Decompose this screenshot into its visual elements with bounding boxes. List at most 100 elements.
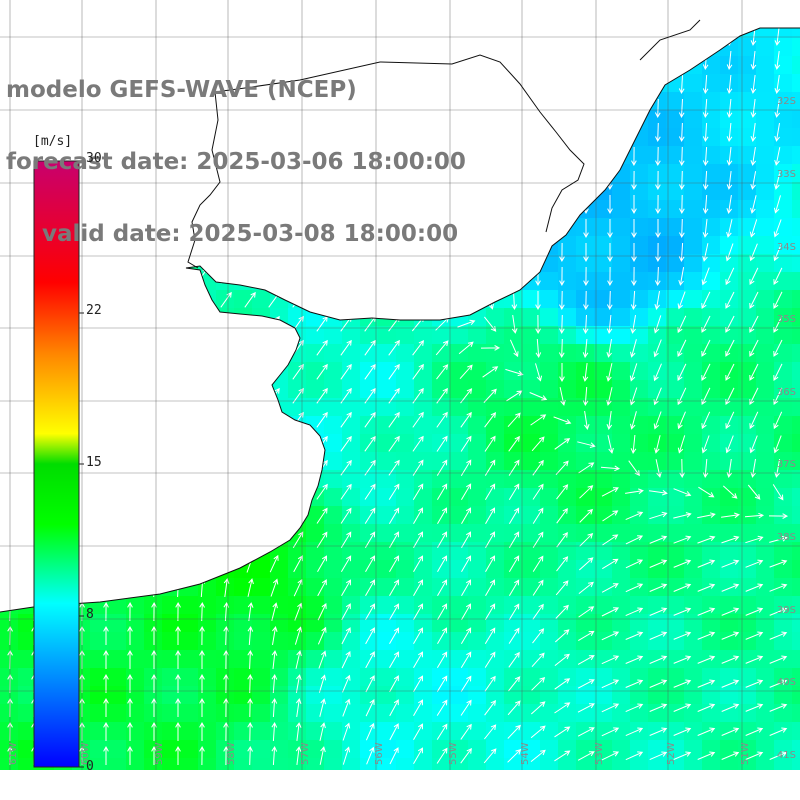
wind-arrow (679, 194, 685, 215)
wind-speed-cell (576, 560, 595, 579)
wind-arrow (127, 649, 133, 669)
wind-speed-cell (180, 686, 199, 705)
wind-speed-cell (342, 470, 361, 489)
wind-speed-cell (684, 704, 703, 723)
wind-speed-cell (792, 506, 800, 525)
wind-speed-cell (792, 218, 800, 237)
wind-arrow (629, 363, 638, 382)
wind-arrow (412, 483, 424, 500)
wind-arrow (532, 628, 545, 644)
wind-speed-cell (18, 686, 37, 705)
wind-arrow (482, 366, 499, 378)
wind-arrow (316, 531, 328, 548)
wind-speed-cell (324, 560, 343, 579)
wind-speed-cell (774, 272, 793, 291)
wind-speed-cell (432, 416, 451, 435)
wind-speed-cell (144, 686, 163, 705)
wind-arrow (769, 631, 788, 640)
wind-speed-cell (486, 326, 505, 345)
wind-arrow (460, 435, 472, 452)
wind-speed-cell (756, 668, 775, 687)
wind-arrow (413, 531, 424, 549)
wind-arrow (625, 488, 644, 495)
wind-speed-cell (738, 326, 757, 345)
wind-speed-cell (252, 578, 271, 597)
wind-speed-cell (396, 416, 415, 435)
wind-speed-cell (360, 704, 379, 723)
wind-speed-cell (432, 560, 451, 579)
wind-arrow (435, 340, 449, 356)
wind-speed-cell (216, 704, 235, 723)
longitude-label: 52W (666, 742, 677, 765)
wind-speed-cell (720, 470, 739, 489)
wind-arrow (460, 747, 472, 764)
wind-speed-cell (612, 596, 631, 615)
wind-speed-cell (504, 560, 523, 579)
wind-speed-cell (18, 668, 37, 687)
wind-arrow (769, 535, 788, 543)
wind-speed-cell (432, 344, 451, 363)
wind-arrow (625, 655, 644, 664)
wind-speed-cell (252, 758, 271, 770)
wind-arrow (606, 314, 613, 335)
wind-speed-cell (630, 704, 649, 723)
latitude-label: 38S (777, 532, 796, 543)
wind-speed-cell (90, 686, 109, 705)
wind-speed-cell (792, 56, 800, 75)
wind-arrow (583, 266, 589, 287)
wind-arrow (340, 555, 352, 573)
wind-speed-cell (414, 650, 433, 669)
wind-speed-cell (630, 362, 649, 381)
wind-arrow (559, 266, 565, 287)
wind-speed-cell (342, 542, 361, 561)
wind-arrow (583, 219, 589, 239)
wind-speed-cell (720, 218, 739, 237)
wind-arrow (601, 703, 620, 713)
wind-speed-cell (324, 380, 343, 399)
wind-arrow (436, 411, 448, 428)
wind-speed-cell (450, 380, 469, 399)
wind-arrow (701, 435, 710, 454)
wind-speed-cell (432, 704, 451, 723)
wind-speed-cell (612, 488, 631, 507)
wind-speed-cell (792, 74, 800, 93)
wind-arrow (721, 583, 740, 592)
wind-arrow (508, 676, 521, 692)
wind-arrow (364, 531, 376, 548)
wind-speed-cell (252, 650, 271, 669)
wind-speed-cell (792, 704, 800, 723)
wind-speed-cell (702, 164, 721, 183)
wind-speed-cell (738, 128, 757, 147)
wind-speed-cell (432, 578, 451, 597)
wind-speed-cell (540, 290, 559, 309)
wind-arrow (460, 651, 472, 668)
wind-arrow (655, 242, 661, 263)
wind-speed-cell (702, 362, 721, 381)
wind-speed-cell (702, 182, 721, 201)
wind-arrow (388, 363, 400, 380)
wind-speed-cell (270, 722, 289, 741)
wind-speed-cell (504, 542, 523, 561)
wind-arrow (725, 291, 735, 309)
wind-arrow (772, 484, 784, 501)
wind-speed-cell (684, 200, 703, 219)
wind-arrow (654, 291, 660, 310)
wind-speed-cell (486, 308, 505, 327)
wind-arrow (461, 507, 472, 525)
wind-speed-cell (90, 632, 109, 651)
wind-speed-cell (666, 506, 685, 525)
wind-arrow (697, 703, 716, 712)
wind-speed-cell (720, 74, 739, 93)
wind-arrow (677, 315, 687, 334)
wind-speed-cell (648, 560, 667, 579)
wind-speed-cell (612, 758, 631, 770)
wind-speed-cell (288, 560, 307, 579)
wind-speed-cell (684, 668, 703, 687)
wind-arrow (773, 219, 782, 238)
wind-speed-cell (540, 650, 559, 669)
wind-arrow (532, 603, 544, 620)
wind-speed-cell (684, 434, 703, 453)
wind-speed-cell (234, 596, 253, 615)
wind-arrow (316, 507, 328, 524)
wind-speed-cell (90, 758, 109, 770)
